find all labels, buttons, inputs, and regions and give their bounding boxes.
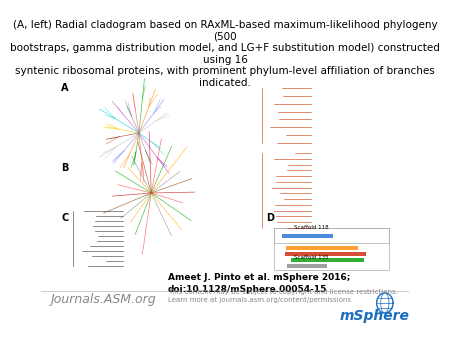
Bar — [291, 258, 365, 262]
Text: C: C — [61, 213, 68, 223]
Text: Ameet J. Pinto et al. mSphere 2016;
doi:10.1128/mSphere.00054-15: Ameet J. Pinto et al. mSphere 2016; doi:… — [167, 273, 350, 294]
Text: B: B — [61, 163, 68, 173]
Bar — [287, 264, 327, 268]
Bar — [274, 228, 389, 243]
Bar — [285, 252, 366, 256]
Text: Scaffold 135: Scaffold 135 — [294, 255, 328, 260]
Bar — [286, 246, 358, 250]
Text: Journals.ASM.org: Journals.ASM.org — [50, 293, 156, 307]
Text: This content may be subject to copyright and license restrictions.
Learn more at: This content may be subject to copyright… — [167, 289, 397, 303]
Bar — [274, 228, 389, 270]
Text: D: D — [266, 213, 274, 223]
Text: A: A — [61, 83, 68, 93]
Bar — [57, 83, 393, 268]
Text: (A, left) Radial cladogram based on RAxML-based maximum-likelihood phylogeny (50: (A, left) Radial cladogram based on RAxM… — [10, 20, 440, 88]
Bar — [282, 234, 333, 238]
Text: mSphere: mSphere — [340, 309, 410, 323]
Text: Scaffold 118: Scaffold 118 — [294, 225, 328, 230]
